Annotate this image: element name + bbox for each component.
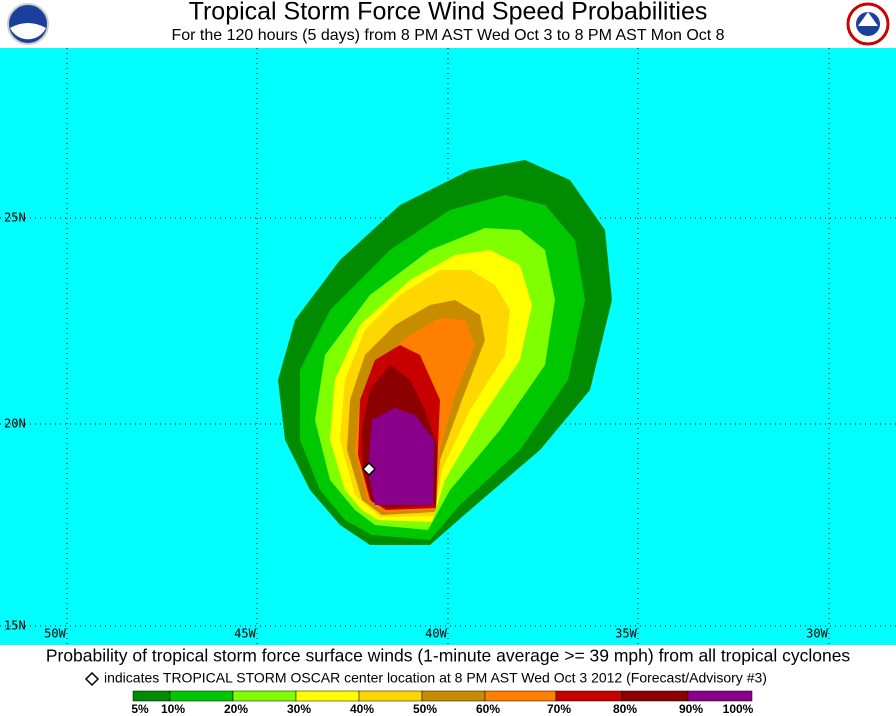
scale-label: 20%	[224, 702, 248, 716]
scale-label: 60%	[476, 702, 500, 716]
title: Tropical Storm Force Wind Speed Probabil…	[189, 0, 708, 26]
scale-swatch	[169, 690, 234, 702]
lon-label: 45W	[234, 627, 256, 641]
lon-label: 35W	[615, 627, 637, 641]
color-scale: 5% 10% 20% 30% 40% 50% 60% 70% 80% 90% 100%	[131, 690, 754, 716]
scale-label: 70%	[547, 702, 571, 716]
scale-swatch	[621, 690, 689, 702]
scale-swatch	[484, 690, 557, 702]
lat-label: 15N	[4, 619, 26, 633]
noaa-logo	[7, 3, 49, 45]
subtitle: For the 120 hours (5 days) from 8 PM AST…	[171, 27, 724, 44]
legend-note: indicates TROPICAL STORM OSCAR center lo…	[104, 670, 767, 686]
scale-label: 80%	[613, 702, 637, 716]
caption: Probability of tropical storm force surf…	[46, 646, 851, 666]
scale-label: 50%	[413, 702, 437, 716]
scale-label: 100%	[723, 702, 754, 716]
storm-center	[361, 461, 377, 477]
scale-swatch	[232, 690, 297, 702]
lon-label: 30W	[806, 627, 828, 641]
scale-swatch	[687, 690, 753, 702]
scale-label: 10%	[161, 702, 185, 716]
scale-swatch	[358, 690, 423, 702]
legend-marker	[84, 671, 100, 687]
lat-label: 20N	[4, 417, 26, 431]
lon-label: 40W	[425, 627, 447, 641]
lat-label: 25N	[4, 211, 26, 225]
lon-label: 50W	[44, 627, 66, 641]
probability-contours	[278, 160, 612, 545]
scale-swatch	[132, 690, 171, 702]
graticule: 25N 20N 15N 50W 45W 40W 35W 30W	[0, 48, 896, 645]
scale-swatch	[295, 690, 360, 702]
nws-logo	[846, 2, 890, 46]
scale-label: 5%	[131, 702, 149, 716]
scale-label: 40%	[350, 702, 374, 716]
scale-label: 90%	[679, 702, 703, 716]
scale-label: 30%	[287, 702, 311, 716]
scale-swatch	[421, 690, 486, 702]
scale-swatch	[555, 690, 623, 702]
